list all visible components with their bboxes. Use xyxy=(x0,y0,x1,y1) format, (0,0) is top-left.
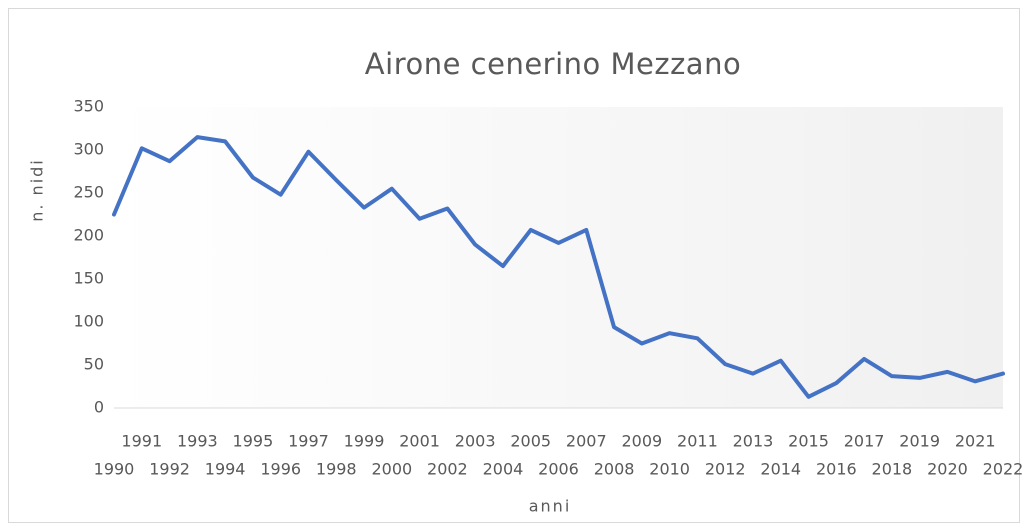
y-tick-label: 350 xyxy=(73,97,104,116)
x-tick-label: 2014 xyxy=(760,460,801,479)
x-tick-label: 2021 xyxy=(955,432,996,451)
y-tick-label: 200 xyxy=(73,226,104,245)
x-tick-label: 2008 xyxy=(594,460,635,479)
y-tick-label: 150 xyxy=(73,269,104,288)
x-tick-label: 1996 xyxy=(260,460,301,479)
x-tick-label: 2009 xyxy=(621,432,662,451)
chart-title: Airone cenerino Mezzano xyxy=(365,47,741,81)
x-tick-label: 2000 xyxy=(371,460,412,479)
x-tick-label: 2017 xyxy=(844,432,885,451)
x-tick-label: 1995 xyxy=(233,432,274,451)
x-tick-label: 2012 xyxy=(705,460,746,479)
x-tick-label: 2018 xyxy=(872,460,913,479)
x-tick-label: 1992 xyxy=(149,460,190,479)
x-tick-label: 1998 xyxy=(316,460,357,479)
data-line xyxy=(112,135,1005,399)
x-tick-label: 2019 xyxy=(899,432,940,451)
y-tick-label: 50 xyxy=(84,355,104,374)
x-tick-label: 2004 xyxy=(483,460,524,479)
x-tick-label: 2001 xyxy=(399,432,440,451)
x-tick-label: 2022 xyxy=(983,460,1024,479)
y-tick-label: 0 xyxy=(94,398,104,417)
x-axis-title: anni xyxy=(529,497,572,516)
x-tick-label: 2006 xyxy=(538,460,579,479)
x-tick-label: 2002 xyxy=(427,460,468,479)
x-tick-label: 2005 xyxy=(510,432,551,451)
x-tick-label: 2016 xyxy=(816,460,857,479)
x-tick-label: 2013 xyxy=(733,432,774,451)
y-tick-label: 100 xyxy=(73,312,104,331)
plot-area xyxy=(114,107,1003,408)
x-tick-label: 2003 xyxy=(455,432,496,451)
x-tick-label: 1993 xyxy=(177,432,218,451)
x-tick-label: 2007 xyxy=(566,432,607,451)
y-tick-label: 250 xyxy=(73,183,104,202)
x-tick-label: 1991 xyxy=(121,432,162,451)
x-tick-label: 2015 xyxy=(788,432,829,451)
x-tick-label: 2010 xyxy=(649,460,690,479)
x-tick-label: 1997 xyxy=(288,432,329,451)
x-tick-label: 1994 xyxy=(205,460,246,479)
x-tick-label: 2011 xyxy=(677,432,718,451)
x-tick-label: 1990 xyxy=(94,460,135,479)
x-tick-label: 1999 xyxy=(344,432,385,451)
y-tick-label: 300 xyxy=(73,140,104,159)
y-axis-title: n. nidi xyxy=(28,158,47,222)
x-tick-label: 2020 xyxy=(927,460,968,479)
